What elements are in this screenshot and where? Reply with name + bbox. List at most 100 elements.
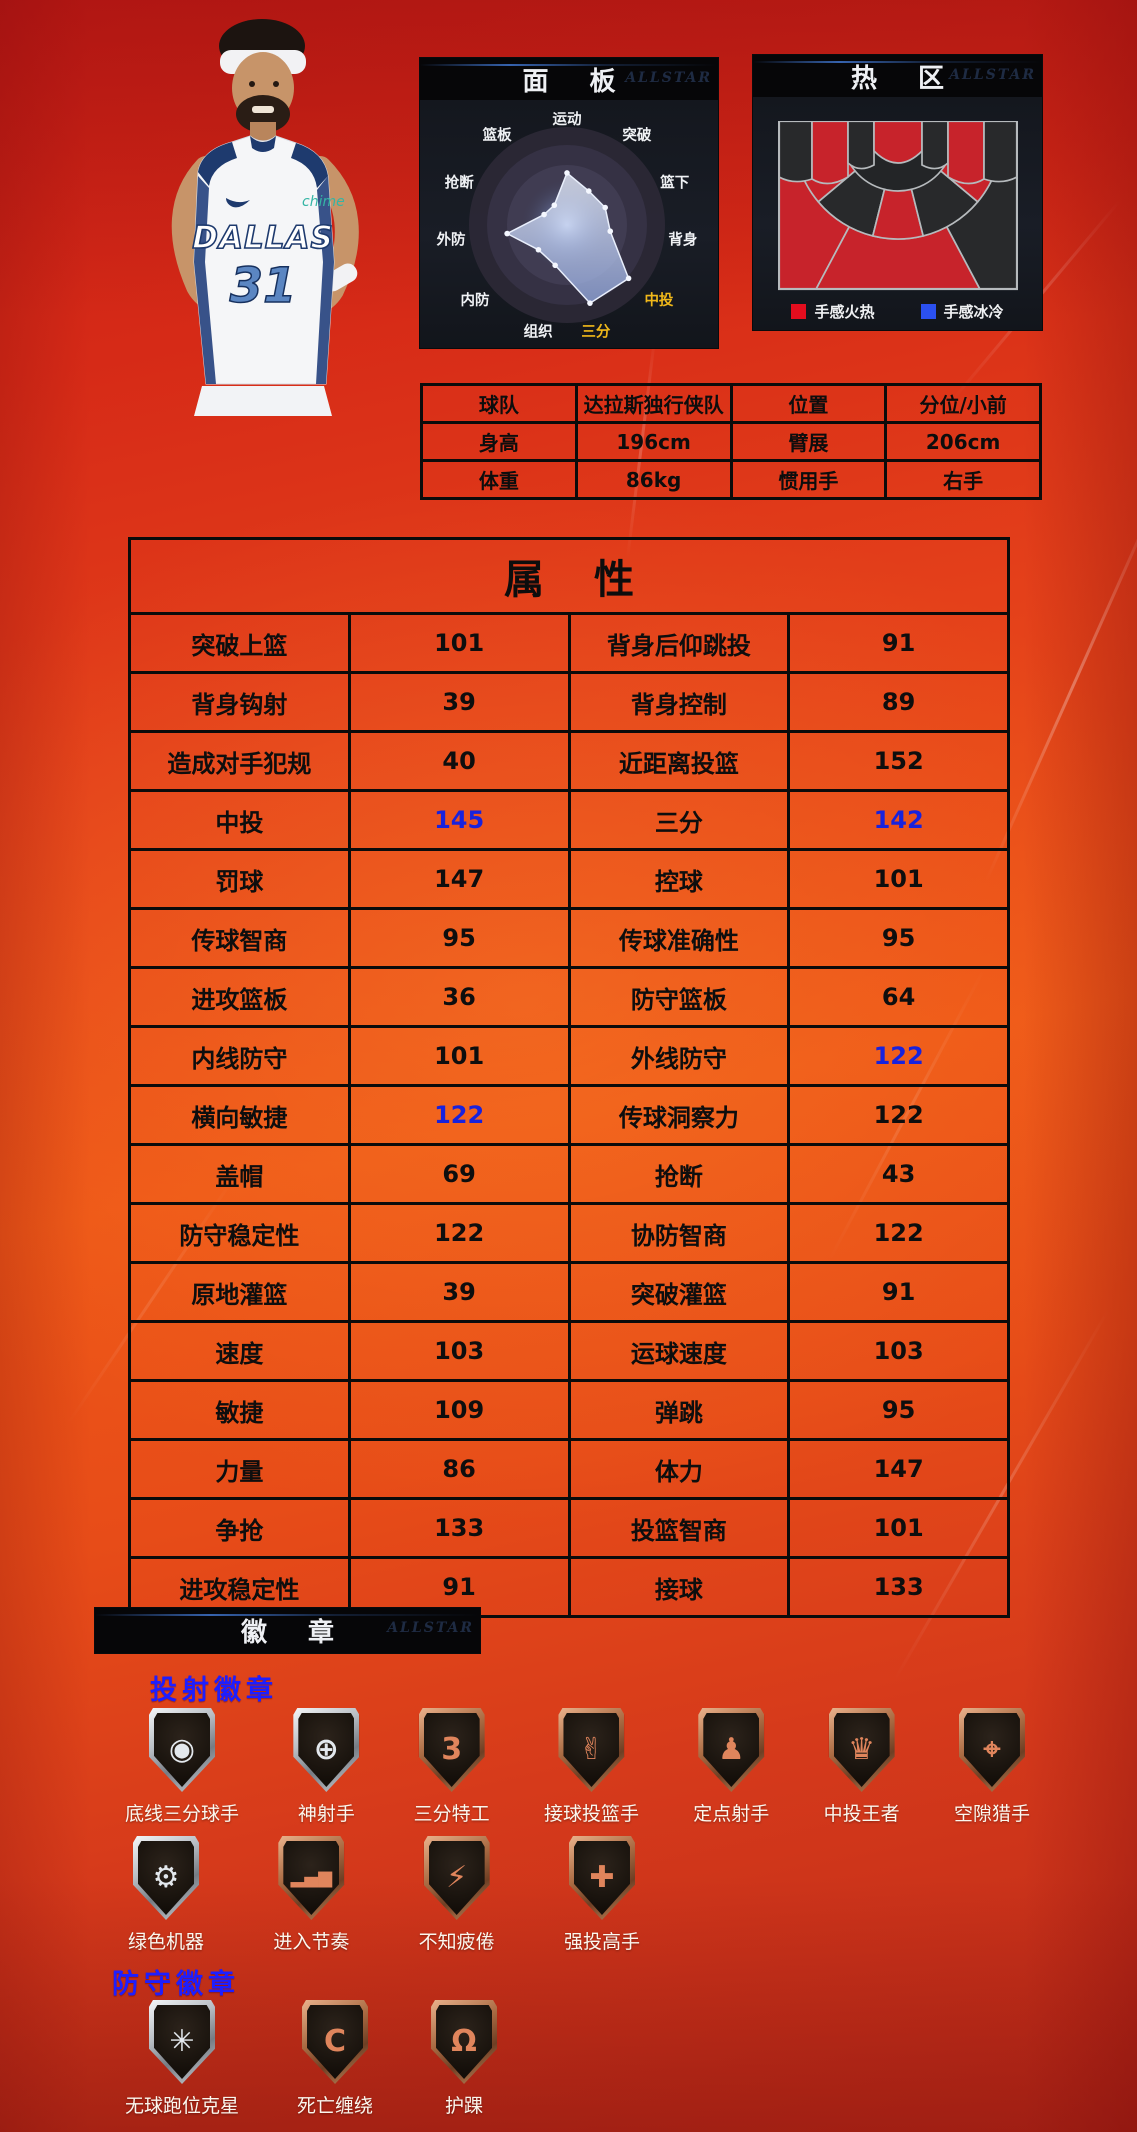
radar-axis-label: 组织 bbox=[524, 322, 553, 340]
badge-shield-bronze: ✚ bbox=[568, 1836, 635, 1920]
player-eye bbox=[273, 81, 279, 87]
badge-item: ◉ 底线三分球手 bbox=[125, 1708, 239, 1826]
gap-hunter-pin-icon: ⌖ bbox=[983, 1732, 1001, 1767]
attr-label: 防守篮板 bbox=[567, 966, 791, 1028]
info-label: 臂展 bbox=[729, 421, 888, 462]
radar-axis-label: 篮板 bbox=[482, 126, 512, 144]
attr-label: 力量 bbox=[128, 1438, 351, 1500]
hotzone-court-chart bbox=[777, 121, 1018, 291]
attr-label: 背身钩射 bbox=[128, 671, 351, 733]
badge-shield-inner: ◉ bbox=[154, 1713, 210, 1787]
attr-row: 速度 103 运球速度 103 bbox=[128, 1320, 1010, 1382]
badge-label: 接球投篮手 bbox=[543, 1803, 639, 1825]
badge-label: 不知疲倦 bbox=[418, 1931, 495, 1953]
badge-label: 绿色机器 bbox=[128, 1931, 205, 1953]
off-ball-pest-mosquito-icon: ✳ bbox=[169, 2024, 195, 2059]
hotzone-left-paint-flank-cold bbox=[846, 121, 875, 170]
badge-shield-inner: ▂▄▆ bbox=[283, 1841, 340, 1915]
attr-row: 突破上篮 101 背身后仰跳投 91 bbox=[128, 612, 1010, 674]
ankle-braces-icon: Ω bbox=[451, 2024, 477, 2059]
attr-row: 争抢 133 投篮智商 101 bbox=[128, 1497, 1010, 1559]
legend-item-cold: 手感冰冷 bbox=[920, 301, 1004, 322]
attr-row: 背身钩射 39 背身控制 89 bbox=[128, 671, 1010, 733]
radar-axis-label: 突破 bbox=[622, 126, 651, 144]
badge-shield-silver: ◉ bbox=[149, 1708, 215, 1792]
badge-shield-bronze: ⌖ bbox=[958, 1708, 1025, 1792]
attr-label: 体力 bbox=[567, 1438, 791, 1500]
attr-row: 进攻篮板 36 防守篮板 64 bbox=[128, 966, 1010, 1028]
badge-label: 护踝 bbox=[445, 2095, 484, 2117]
hotzone-panel-header: 热 区 ALLSTAR bbox=[753, 55, 1042, 97]
badge-label: 空隙猎手 bbox=[953, 1803, 1030, 1825]
badge-label: 三分特工 bbox=[413, 1803, 490, 1825]
info-label: 位置 bbox=[729, 383, 888, 424]
shooting-badges-row-1: ◉ 底线三分球手 ⊕ 神射手 3 三分特工 ✌ 接球投篮手 ♟ 定点射手 ♛ 中投王者 ⌖ 空隙猎手 bbox=[125, 1708, 1030, 1826]
hotzone-legend: 手感火热 手感冰冷 bbox=[753, 301, 1042, 322]
badge-item: ⚙ 绿色机器 bbox=[128, 1836, 204, 1954]
attr-value: 147 bbox=[347, 848, 571, 910]
attr-label: 抢断 bbox=[567, 1143, 791, 1205]
badge-shield-inner: ♟ bbox=[703, 1713, 760, 1787]
badge-shield-inner: ⌖ bbox=[963, 1713, 1020, 1787]
badge-shield-silver: ⚙ bbox=[133, 1836, 199, 1920]
badge-shield-inner: C bbox=[307, 2005, 364, 2079]
radar-vertex-dot bbox=[535, 246, 542, 253]
badge-label: 死亡缠绕 bbox=[297, 2095, 374, 2117]
hotzone-right-paint-flank-cold bbox=[920, 121, 949, 170]
hotzone-left-corner-3-cold bbox=[778, 121, 813, 183]
info-label: 体重 bbox=[420, 459, 578, 500]
attr-value: 133 bbox=[787, 1556, 1010, 1618]
attr-value: 36 bbox=[347, 966, 571, 1028]
badge-label: 中投王者 bbox=[823, 1803, 900, 1825]
radar-axis-label: 运动 bbox=[553, 110, 582, 128]
attr-label: 盖帽 bbox=[128, 1143, 351, 1205]
radar-axis-label: 篮下 bbox=[659, 174, 689, 192]
player-shorts bbox=[194, 386, 332, 416]
legend-hot-label: 手感火热 bbox=[814, 303, 875, 321]
attr-label: 进攻篮板 bbox=[128, 966, 351, 1028]
attr-row: 力量 86 体力 147 bbox=[128, 1438, 1010, 1500]
jersey-team-name: DALLAS bbox=[192, 220, 334, 256]
info-table-body: 球队 达拉斯独行侠队 位置 分位/小前 身高 196cm 臂展 206cm 体重 86kg 惯用手右… bbox=[420, 383, 1042, 500]
attr-value: 89 bbox=[787, 671, 1010, 733]
hot-swatch-icon bbox=[791, 304, 807, 319]
attr-label: 投篮智商 bbox=[567, 1497, 791, 1559]
radar-panel-body: 运动 突破 篮下 背身 中投 三分 组织 内防 外防 抢断 篮板 bbox=[420, 100, 718, 348]
cold-swatch-icon bbox=[920, 304, 936, 319]
jersey-number: 31 bbox=[230, 258, 297, 314]
player-smile bbox=[252, 106, 274, 113]
badge-shield-inner: ⚙ bbox=[138, 1841, 194, 1915]
attr-value: 122 bbox=[787, 1025, 1010, 1087]
badge-shield-bronze: Ω bbox=[431, 2000, 498, 2084]
attr-value: 39 bbox=[347, 1261, 571, 1323]
attr-label: 原地灌篮 bbox=[128, 1261, 351, 1323]
attr-value: 69 bbox=[347, 1143, 571, 1205]
hotzone-panel-body: 手感火热 手感冰冷 bbox=[753, 97, 1042, 330]
info-value: 右手 bbox=[884, 459, 1042, 500]
jersey-collar-trim bbox=[250, 136, 276, 152]
player-eye bbox=[249, 81, 255, 87]
hotzone-mid-left-center-cold bbox=[816, 169, 886, 237]
attr-row: 造成对手犯规 40 近距离投篮 152 bbox=[128, 730, 1010, 792]
hotzone-mid-center-hot bbox=[871, 188, 924, 240]
badge-item: Ω 护踝 bbox=[431, 2000, 498, 2118]
hotzone-right-corner-3-cold bbox=[982, 121, 1017, 183]
player-photo: chime DALLAS 31 bbox=[171, 19, 359, 416]
attr-value: 101 bbox=[347, 1025, 571, 1087]
attr-label: 近距离投篮 bbox=[567, 730, 791, 792]
jersey-side-stripe bbox=[194, 176, 216, 384]
radar-vertex-dot bbox=[607, 228, 614, 235]
attr-row: 中投 145 三分 142 bbox=[128, 789, 1010, 851]
attr-label: 外线防守 bbox=[567, 1025, 791, 1087]
attr-label: 弹跳 bbox=[567, 1379, 791, 1441]
hotzone-mid-right-center-cold bbox=[909, 169, 979, 237]
midrange-magician-hat-icon: ♛ bbox=[848, 1732, 876, 1767]
attr-label: 罚球 bbox=[128, 848, 351, 910]
hotzone-left-baseline-mid-hot bbox=[810, 121, 849, 185]
radar-vertex-dot bbox=[587, 300, 593, 306]
attr-value: 39 bbox=[347, 671, 571, 733]
info-row: 球队 达拉斯独行侠队 位置 分位/小前 bbox=[420, 383, 1042, 424]
attr-value: 103 bbox=[347, 1320, 571, 1382]
attr-row: 内线防守 101 外线防守 122 bbox=[128, 1025, 1010, 1087]
info-value: 206cm bbox=[884, 421, 1042, 462]
